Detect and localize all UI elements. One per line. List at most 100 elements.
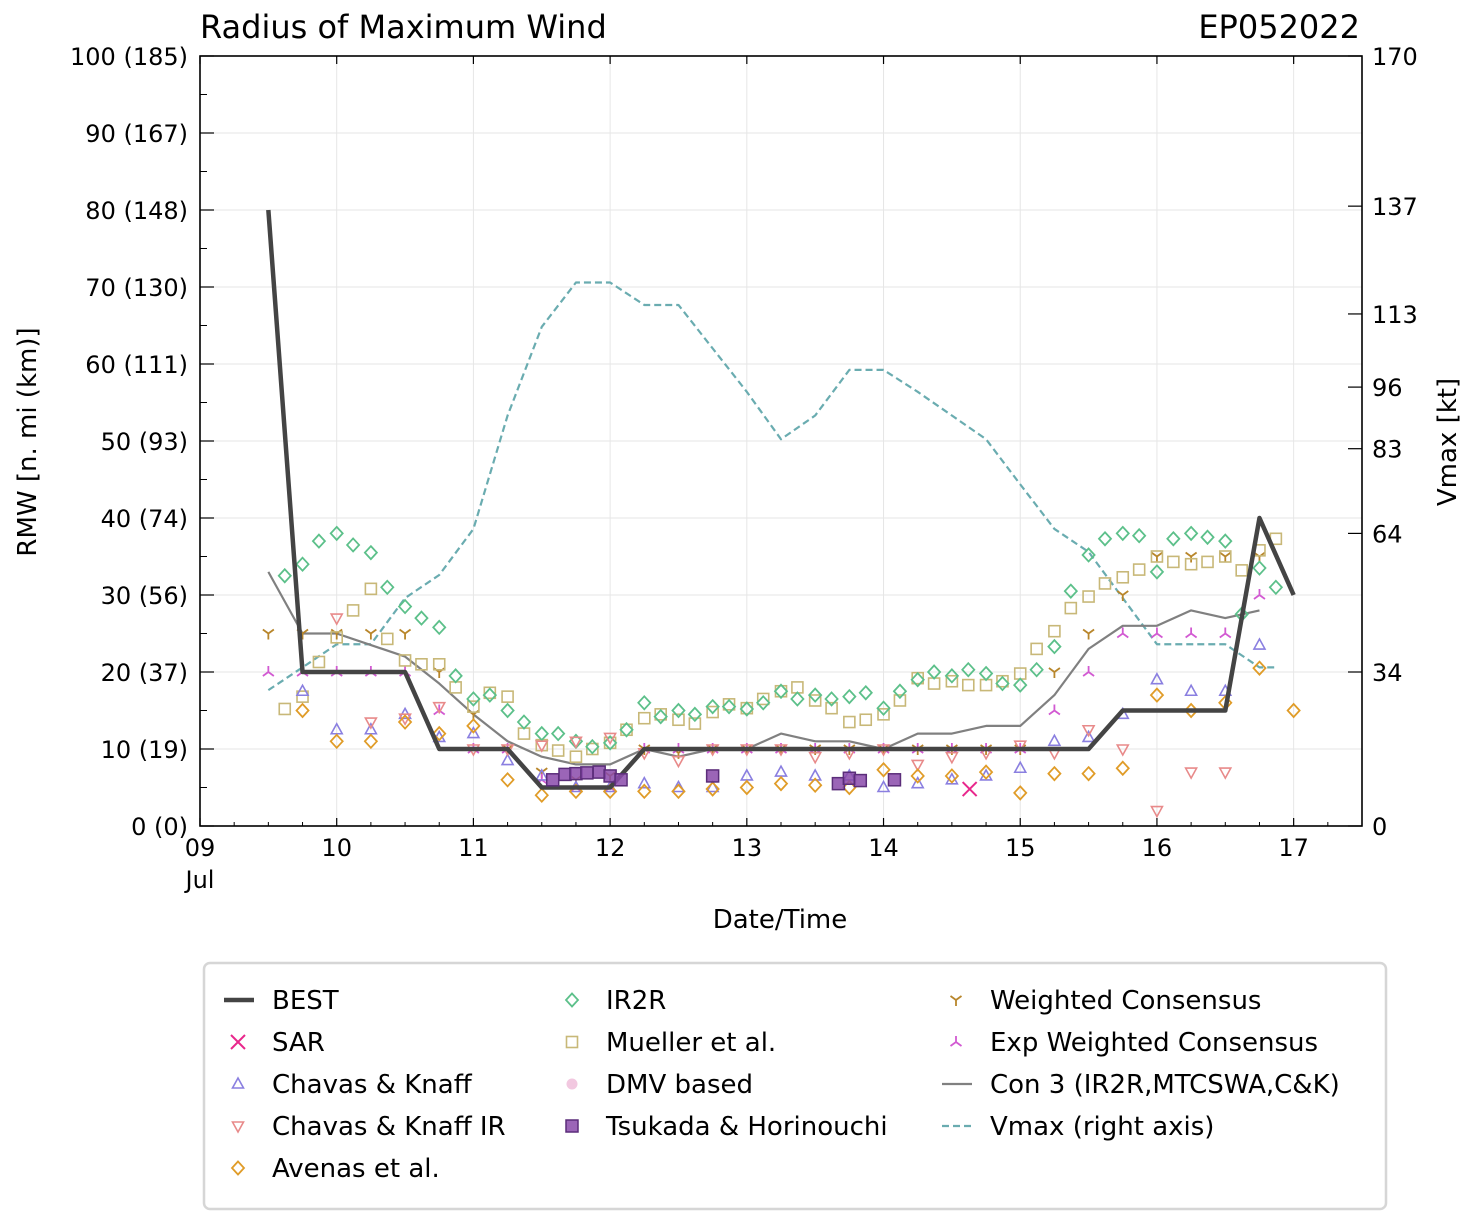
data-point — [926, 664, 942, 680]
legend: BEST SAR Chavas & Knaff Chavas & Knaff IR Av… — [202, 961, 1388, 1211]
legend-item: Exp Weighted Consensus — [949, 1028, 1318, 1058]
data-point — [1047, 638, 1062, 655]
data-point — [1081, 729, 1096, 743]
series-line — [267, 571, 1260, 766]
data-point — [1218, 767, 1233, 780]
legend-item: Tsukada & Horinouchi — [565, 1112, 888, 1142]
data-point — [1185, 627, 1198, 639]
chart-title: Radius of Maximum Wind — [200, 8, 607, 46]
legend-item: BEST — [224, 986, 339, 1016]
data-point — [551, 744, 565, 757]
legend-label: Mueller et al. — [606, 1028, 776, 1058]
data-point — [1150, 672, 1164, 685]
data-point — [944, 768, 960, 784]
plot-area — [262, 209, 1301, 819]
data-point — [858, 684, 873, 701]
data-point — [1252, 560, 1267, 576]
data-point — [910, 775, 925, 789]
data-point — [398, 706, 412, 720]
data-point — [687, 706, 703, 723]
y2-tick-label: 34 — [1372, 659, 1403, 687]
data-point — [1064, 601, 1078, 615]
legend-label: Tsukada & Horinouchi — [605, 1112, 888, 1142]
data-point — [550, 725, 566, 742]
legend-item: Mueller et al. — [565, 1028, 776, 1058]
data-point — [1048, 624, 1061, 638]
data-point — [534, 768, 549, 781]
data-point — [1048, 667, 1061, 678]
legend-item: DMV based — [566, 1070, 753, 1100]
data-point — [296, 690, 309, 703]
data-point — [671, 779, 686, 793]
data-point — [876, 761, 891, 778]
data-point — [808, 751, 823, 765]
data-point — [516, 714, 532, 730]
data-point — [534, 725, 549, 742]
data-point — [721, 698, 737, 715]
data-point — [1081, 724, 1096, 738]
data-point — [1184, 767, 1198, 780]
data-point — [398, 654, 412, 667]
legend-label: Chavas & Knaff IR — [272, 1112, 506, 1142]
data-point — [887, 773, 902, 787]
data-point — [432, 725, 447, 742]
data-point — [501, 690, 514, 703]
x-tick-label: 14 — [868, 834, 899, 862]
storm-id: EP052022 — [1198, 8, 1360, 46]
data-point — [892, 683, 908, 700]
series-con-3-ir2r-mtcswa-c-k — [267, 571, 1260, 766]
data-point — [1116, 627, 1129, 639]
data-point — [614, 773, 628, 787]
data-point — [346, 604, 360, 617]
data-point — [706, 705, 719, 719]
data-point — [1286, 702, 1301, 719]
data-point — [910, 759, 925, 773]
data-point — [637, 783, 652, 800]
data-point — [345, 537, 361, 553]
data-point — [807, 777, 823, 794]
data-point — [739, 701, 755, 717]
legend-item: Con 3 (IR2R,MTCSWA,C&K) — [942, 1070, 1340, 1100]
x-tick-label: 13 — [732, 834, 763, 862]
y-tick-label: 60 (111) — [85, 351, 188, 379]
series-sar — [961, 781, 978, 797]
data-point — [1115, 744, 1130, 757]
data-point — [364, 628, 377, 640]
data-point — [1116, 590, 1129, 601]
data-point — [1082, 590, 1095, 603]
legend-item: Weighted Consensus — [949, 986, 1261, 1016]
data-point — [380, 579, 395, 596]
legend-label: Chavas & Knaff — [272, 1070, 473, 1100]
legend-label: Con 3 (IR2R,MTCSWA,C&K) — [990, 1070, 1340, 1100]
data-point — [961, 661, 976, 678]
data-point — [1116, 570, 1130, 584]
legend-label: SAR — [272, 1028, 325, 1058]
data-point — [1184, 557, 1198, 571]
data-point — [1149, 564, 1165, 580]
legend-swatch — [231, 1121, 245, 1134]
data-point — [653, 708, 668, 725]
data-point — [705, 698, 720, 715]
y2-tick-label: 96 — [1372, 374, 1403, 402]
data-point — [756, 692, 770, 706]
data-point — [945, 674, 959, 688]
data-point — [808, 694, 822, 707]
y-tick-label: 20 (37) — [101, 659, 188, 687]
legend-label: Avenas et al. — [272, 1154, 440, 1184]
data-point — [671, 702, 686, 719]
data-point — [910, 768, 925, 784]
data-point — [843, 715, 856, 729]
data-point — [363, 544, 379, 561]
data-point — [672, 713, 685, 727]
data-point — [859, 713, 873, 727]
legend-item: Vmax (right axis) — [942, 1112, 1214, 1142]
data-point — [312, 655, 326, 669]
data-point — [585, 738, 600, 755]
data-point — [466, 725, 481, 739]
data-point — [619, 721, 634, 738]
data-point — [1166, 530, 1181, 547]
legend-swatch — [230, 1160, 246, 1176]
legend-item: IR2R — [564, 986, 666, 1016]
data-point — [414, 610, 429, 626]
x-tick-label: 16 — [1142, 834, 1173, 862]
